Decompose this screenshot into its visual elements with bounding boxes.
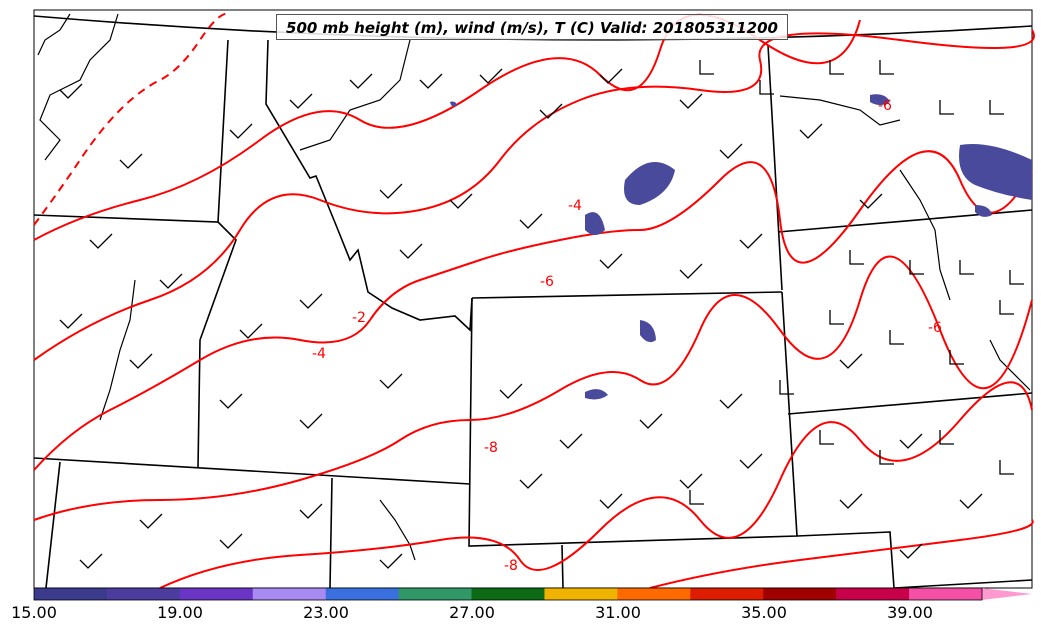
colorbar-segment [544, 588, 618, 600]
contour-label: -8 [484, 440, 498, 456]
state-borders [33, 15, 1033, 589]
dashed-contour [33, 12, 231, 226]
border-segment [45, 461, 61, 589]
colorbar-tick-label: 23.00 [303, 603, 349, 622]
colorbar-segment [617, 588, 691, 600]
colorbar-segment [690, 588, 764, 600]
contour-label: -6 [928, 320, 942, 336]
colorbar-segment [106, 588, 181, 600]
colorbar-tick-label: 39.00 [887, 603, 933, 622]
wind-barbs [59, 60, 1024, 569]
colorbar-segment [763, 588, 837, 600]
colorbar-tick-label: 31.00 [595, 603, 641, 622]
map-title: 500 mb height (m), wind (m/s), T (C) Val… [276, 14, 788, 40]
border-segment [199, 221, 237, 341]
colorbar-segment [34, 588, 108, 600]
border-segment [265, 39, 473, 332]
border-segment [893, 579, 1033, 589]
border-segment [33, 457, 471, 485]
colorbar-tick-label: 35.00 [741, 603, 787, 622]
colorbar-tick-label: 15.00 [11, 603, 57, 622]
map-area [33, 9, 1033, 589]
colorbar-segment [179, 588, 254, 600]
contour-label: -6 [878, 98, 892, 114]
border-segment [767, 44, 783, 291]
contour-label: -2 [352, 310, 366, 326]
contour-label-group: -4 -6 -2 -4 -6 -8 -8 -6 [312, 98, 942, 574]
colorbar-segment [836, 588, 910, 600]
contour-label: -4 [312, 346, 326, 362]
colorbar-segment [471, 588, 545, 600]
contour-label: -6 [540, 274, 554, 290]
colorbar-tick-label: 19.00 [157, 603, 203, 622]
contour-label: -8 [504, 558, 518, 574]
temperature-contours [33, 14, 1035, 589]
border-segment [561, 544, 564, 589]
colorbar-extend-arrow [982, 588, 1032, 600]
colorbar-segment [325, 588, 400, 600]
wind-speed-fill [450, 94, 1032, 400]
colorbar-segment [252, 588, 327, 600]
colorbar [33, 587, 1032, 601]
border-segment [796, 531, 895, 589]
colorbar-tick-label: 27.00 [449, 603, 495, 622]
colorbar-outline [33, 587, 983, 601]
contour-label: -4 [568, 198, 582, 214]
border-segment [329, 477, 333, 589]
border-segment [787, 392, 1033, 415]
colorbar-segment [398, 588, 473, 600]
colorbar-segment [909, 588, 983, 600]
border-segment [471, 291, 783, 299]
